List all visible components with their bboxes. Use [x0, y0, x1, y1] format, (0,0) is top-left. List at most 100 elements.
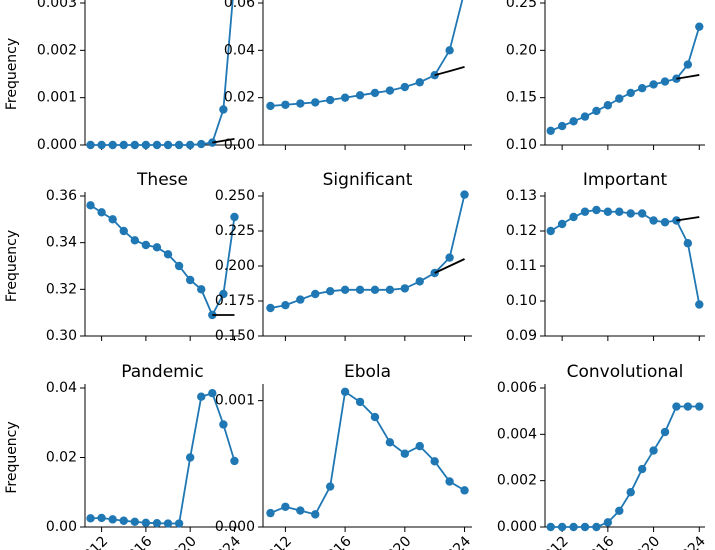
panel-title: Ebola: [344, 362, 391, 382]
point: [197, 139, 206, 149]
point: [152, 518, 162, 528]
point: [580, 207, 590, 216]
point: [445, 46, 454, 55]
y-axis-label: Frequency: [4, 421, 20, 493]
point: [197, 392, 206, 401]
y-tick-label: 0.34: [46, 235, 77, 251]
point: [97, 208, 106, 217]
series-line: [270, 0, 464, 107]
point: [615, 207, 624, 216]
point: [108, 215, 117, 224]
point: [266, 101, 275, 111]
point: [385, 285, 395, 294]
point: [557, 121, 567, 131]
x-tick-label: 2024: [438, 533, 475, 550]
point: [296, 99, 305, 108]
point: [281, 301, 290, 310]
point: [130, 517, 140, 526]
y-tick-label: 0.006: [497, 380, 537, 396]
y-tick-label: 0.04: [224, 42, 255, 58]
point: [208, 389, 217, 398]
point: [152, 140, 162, 150]
point: [86, 514, 95, 523]
point: [86, 201, 95, 210]
point: [445, 477, 454, 486]
point: [340, 387, 350, 396]
y-tick-label: 0.000: [215, 519, 255, 535]
point: [152, 243, 162, 252]
point: [569, 212, 578, 222]
point: [355, 285, 365, 294]
point: [219, 105, 228, 114]
y-tick-label: 0.32: [46, 281, 77, 297]
series-line: [90, 392, 236, 525]
point: [672, 74, 681, 83]
point: [130, 140, 140, 150]
y-tick-label: 0.02: [46, 450, 77, 466]
point: [385, 86, 395, 95]
y-tick-label: 0.002: [37, 42, 77, 58]
y-tick-label: 0.36: [46, 188, 77, 204]
point: [557, 219, 567, 229]
point: [325, 482, 335, 491]
point: [174, 140, 184, 150]
point: [637, 209, 647, 218]
point: [546, 126, 555, 135]
point: [557, 522, 567, 532]
panel-title: Pandemic: [121, 362, 204, 382]
point: [660, 77, 670, 86]
point: [415, 78, 424, 87]
x-tick-label: 2020: [378, 533, 415, 550]
y-tick-label: 0.200: [215, 258, 255, 274]
series-line: [212, 137, 235, 144]
x-tick-label: 2012: [535, 533, 572, 550]
point: [683, 402, 693, 411]
series-line: [434, 258, 465, 274]
panel-title: Convolutional: [567, 362, 684, 382]
point: [141, 240, 151, 250]
point: [141, 140, 151, 150]
panel-title: These: [136, 170, 188, 190]
point: [460, 486, 469, 495]
point: [141, 518, 151, 528]
point: [266, 303, 275, 313]
point: [355, 397, 365, 407]
y-tick-label: 0.02: [224, 90, 255, 106]
y-tick-label: 0.00: [224, 137, 255, 153]
point: [546, 522, 555, 532]
point: [219, 420, 228, 429]
point: [626, 209, 635, 218]
point: [400, 82, 410, 92]
y-tick-label: 0.04: [46, 380, 77, 396]
series-line: [270, 194, 466, 309]
point: [281, 502, 290, 511]
point: [311, 510, 320, 519]
point: [119, 226, 128, 236]
x-tick-label: 2024: [208, 533, 245, 550]
y-tick-label: 0.250: [215, 188, 255, 204]
point: [569, 522, 578, 532]
point: [281, 100, 290, 109]
point: [230, 456, 239, 466]
point: [569, 117, 578, 126]
point: [603, 207, 613, 216]
series-line: [434, 66, 465, 77]
point: [637, 464, 647, 474]
point: [695, 300, 704, 309]
y-tick-label: 0.004: [497, 426, 537, 442]
y-tick-label: 0.001: [215, 393, 255, 409]
point: [660, 427, 670, 437]
point: [197, 285, 206, 294]
y-axis-label: Frequency: [4, 230, 20, 302]
point: [370, 285, 380, 294]
point: [615, 94, 624, 103]
y-tick-label: 0.10: [506, 293, 537, 309]
point: [340, 93, 350, 102]
point: [174, 519, 184, 528]
point: [445, 253, 454, 262]
x-tick-label: 2012: [75, 533, 112, 550]
point: [580, 522, 590, 532]
point: [119, 140, 128, 150]
point: [370, 412, 380, 422]
point: [660, 218, 670, 227]
